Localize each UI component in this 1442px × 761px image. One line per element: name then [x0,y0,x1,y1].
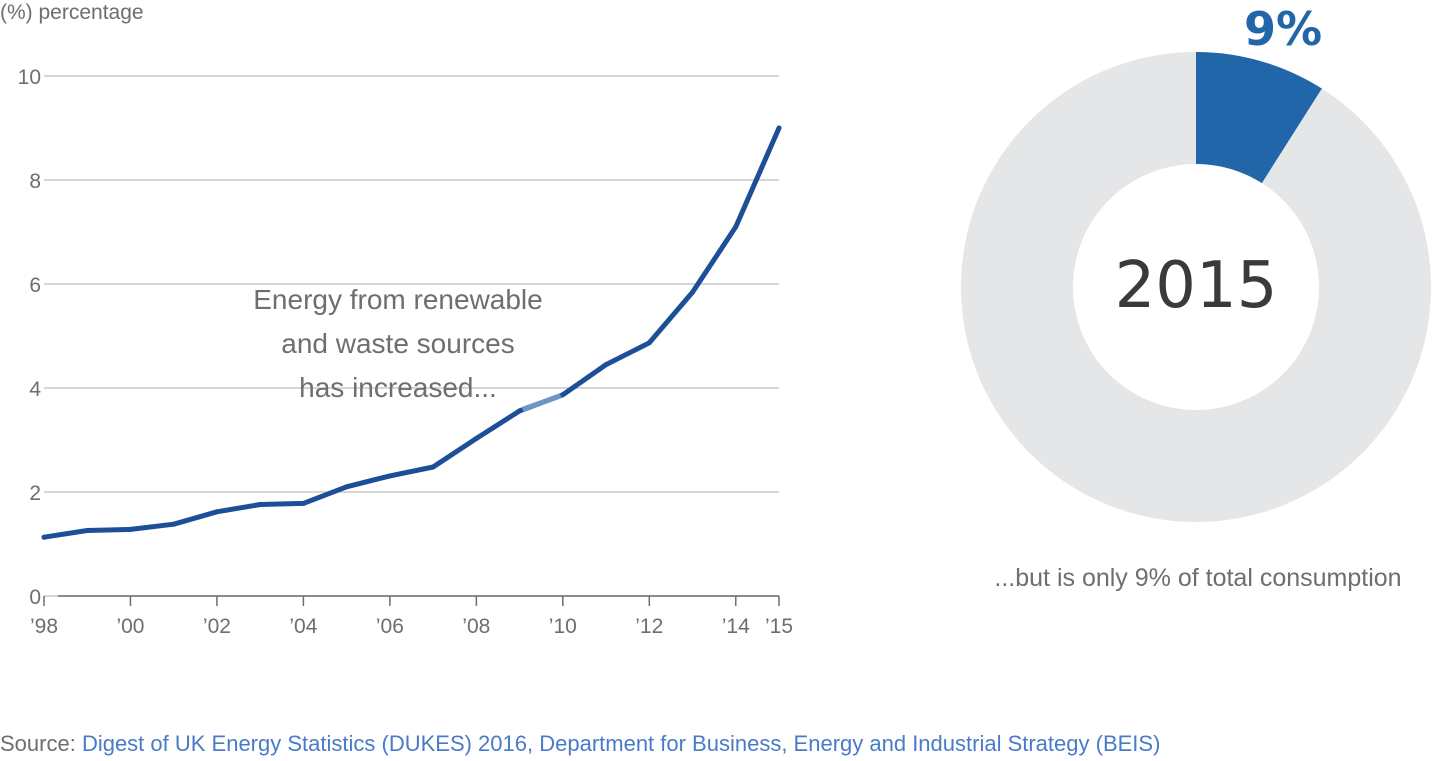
donut-caption: ...but is only 9% of total consumption [994,564,1401,592]
data-point [690,289,696,295]
data-point [430,464,436,470]
data-point [127,526,133,532]
y-axis-label: (%) percentage [0,1,144,24]
data-point [473,435,479,441]
y-tick-label: 4 [29,378,41,401]
x-tick-label: ’12 [635,615,663,638]
y-tick-label: 6 [29,274,41,297]
y-tick-label: 8 [29,170,41,193]
x-tick-label: ’14 [722,615,750,638]
data-point [387,473,393,479]
data-point [603,362,609,368]
data-point [517,408,523,414]
x-axis: ’98 ’00 ’02 ’04 ’06 ’08 ’10 ’12 ’14 ’15 [30,595,793,638]
data-point [257,501,263,507]
data-point [214,509,220,515]
data-point [733,224,739,230]
x-tick-label: ’08 [462,615,490,638]
y-tick-labels: 0 2 4 6 8 10 [18,66,42,609]
data-point [646,340,652,346]
source-note: Source: Digest of UK Energy Statistics (… [0,731,1160,757]
source-prefix: Source: [0,731,82,756]
x-tick-label: ’10 [549,615,577,638]
source-link[interactable]: Digest of UK Energy Statistics (DUKES) 2… [81,731,1161,756]
x-tick-label: ’00 [116,615,144,638]
y-tick-label: 2 [29,482,41,505]
x-tick-label: ’02 [203,615,231,638]
x-tick-label: ’04 [289,615,317,638]
series-highlight-segment [521,393,562,412]
y-tick-label: 0 [29,586,41,609]
data-point [300,500,306,506]
data-point [84,527,90,533]
line-chart: (%) percentage 0 2 4 6 8 10 ’98 ’00 ’02 ’04 ’06 ’0… [0,1,793,638]
annotation-line: Energy from renewable [253,284,542,315]
x-tick-label: ’15 [765,615,793,638]
series-path [41,125,782,540]
data-point [776,125,782,131]
annotation-line: and waste sources [281,328,514,359]
donut-highlight-label: 9% [1244,2,1322,56]
donut-chart: 9% 2015 ...but is only 9% of total consu… [961,2,1432,592]
donut-center-label: 2015 [1115,249,1278,323]
x-tick-label: ’06 [376,615,404,638]
data-point [171,521,177,527]
annotation: Energy from renewable and waste sources ha… [253,284,542,403]
x-tick-label: ’98 [30,615,58,638]
series-line [41,125,782,540]
y-tick-label: 10 [18,66,41,89]
data-point [560,392,566,398]
data-point [344,484,350,490]
donut-hole [1073,164,1319,410]
data-point [41,534,47,540]
annotation-line: has increased... [299,372,497,403]
